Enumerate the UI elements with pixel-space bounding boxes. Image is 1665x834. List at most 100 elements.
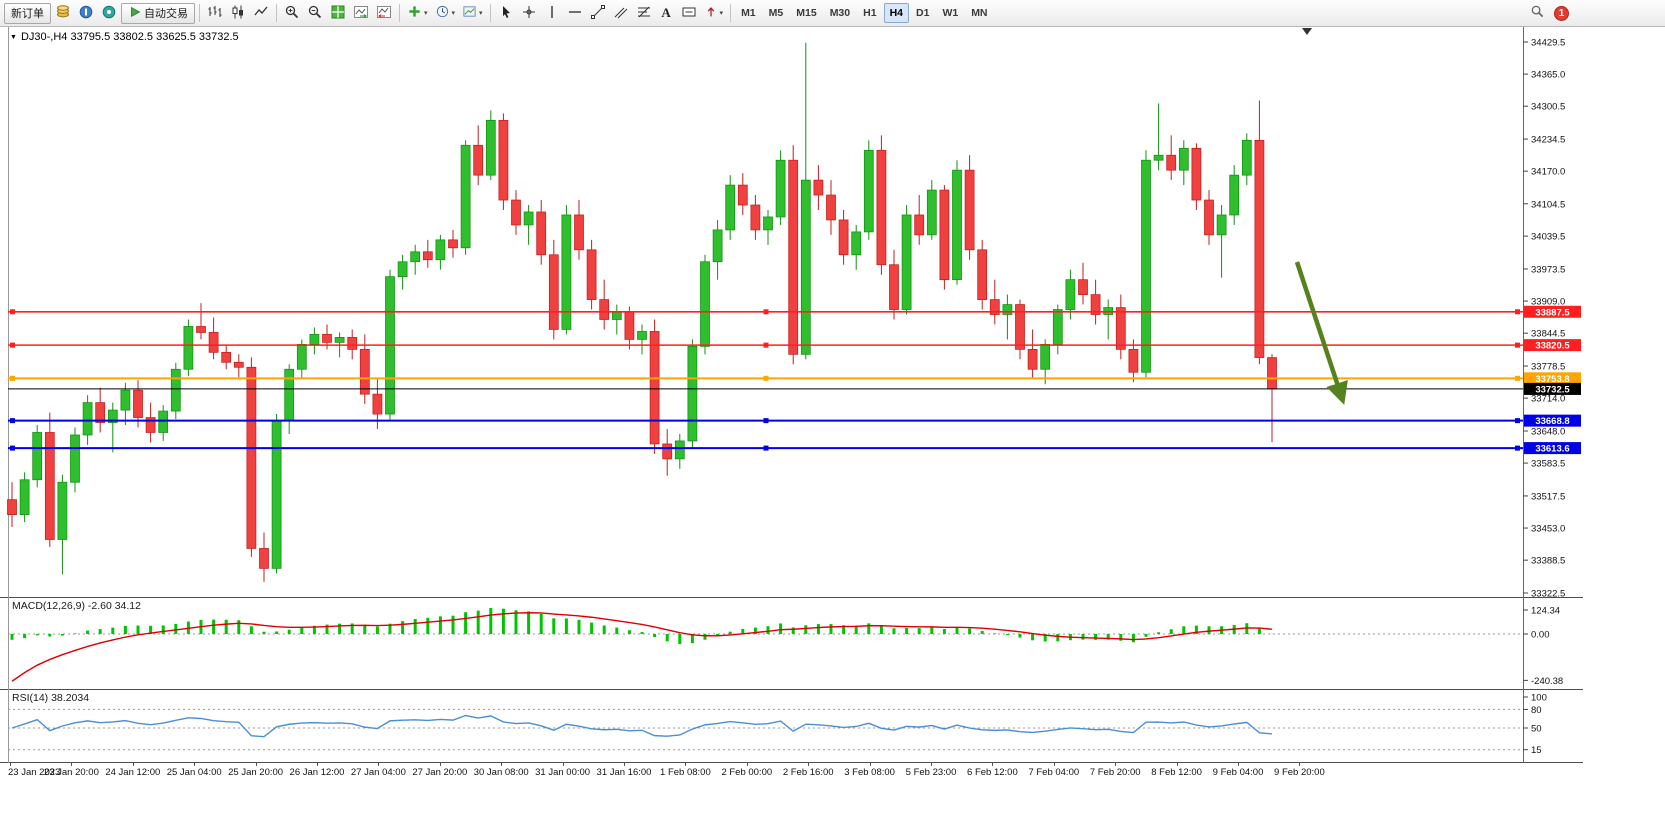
zoom-in-button[interactable] — [281, 3, 303, 24]
time-axis-tick — [685, 763, 687, 766]
auto-scroll-icon — [353, 4, 369, 23]
price-tag — [1524, 372, 1581, 385]
time-axis-label: 25 Jan 20:00 — [228, 767, 284, 778]
time-axis-label: 7 Feb 04:00 — [1028, 767, 1080, 778]
candle — [876, 135, 887, 275]
green-plus-icon — [407, 4, 422, 22]
candle — [1229, 165, 1240, 225]
text-tool-icon: A — [661, 5, 671, 20]
timeframe-D1[interactable]: D1 — [910, 3, 935, 23]
search-button[interactable] — [1527, 3, 1548, 24]
price-tag — [1524, 305, 1581, 318]
data-window-button[interactable] — [75, 3, 97, 24]
timeframe-group: M1 M5 M15 M30 H1 H4 D1 W1 MN — [735, 3, 993, 23]
candle — [57, 474, 68, 575]
candle — [599, 279, 610, 330]
candle — [359, 334, 370, 405]
notification-badge[interactable]: 1 — [1554, 5, 1569, 21]
label-icon — [681, 4, 697, 23]
timeframe-M5[interactable]: M5 — [763, 3, 790, 23]
candle — [1103, 299, 1114, 340]
ohlc-bars-chart-button[interactable] — [204, 3, 226, 24]
time-axis-tick — [808, 763, 810, 766]
play-icon — [128, 5, 142, 22]
auto-trading-button[interactable]: 自动交易 — [121, 2, 195, 24]
price-axis-label: 34429.5 — [1531, 38, 1565, 49]
timeframe-M15[interactable]: M15 — [790, 3, 822, 23]
crosshair-tool-button[interactable] — [518, 3, 540, 24]
add-indicator-button[interactable]: ▾ — [404, 3, 431, 24]
trendline-tool-button[interactable] — [587, 3, 609, 24]
search-icon — [1530, 4, 1545, 22]
trend-arrow-annotation[interactable] — [1294, 261, 1348, 405]
zoom-out-button[interactable] — [304, 3, 326, 24]
teal-sphere-icon — [101, 4, 117, 23]
navigator-button[interactable] — [98, 3, 120, 24]
blue-sphere-icon — [78, 4, 94, 23]
candle — [952, 160, 962, 285]
arrows-tool-button[interactable]: ▾ — [701, 3, 727, 24]
time-axis[interactable]: 23 Jan 2023 23 Jan 20:00 24 Jan 12:00 25 Ja… — [0, 763, 1583, 783]
candle — [1115, 294, 1126, 360]
chevron-down-icon: ▾ — [451, 9, 456, 17]
tile-windows-button[interactable] — [327, 3, 349, 24]
candlestick-chart-button[interactable] — [227, 3, 249, 24]
toolbar: 新订单 自动交易 ▾ ▾ ▾ A ▾ M1 M5 M15 M30 H1 H4 D1 W1 MN … — [0, 0, 1665, 27]
candle — [750, 195, 761, 240]
time-axis-tick — [71, 763, 73, 766]
candle — [1090, 279, 1101, 325]
auto-scroll-button[interactable] — [350, 3, 372, 24]
candle — [939, 185, 950, 290]
new-order-button[interactable]: 新订单 — [4, 2, 51, 24]
time-axis-tick — [1115, 763, 1117, 766]
timeframe-M1[interactable]: M1 — [735, 3, 762, 23]
cursor-tool-button[interactable] — [495, 3, 517, 24]
chart-shift-button[interactable] — [373, 3, 395, 24]
time-axis-label: 5 Feb 23:00 — [905, 767, 957, 778]
candle — [498, 113, 509, 210]
candle — [977, 239, 988, 310]
vertical-line-icon — [544, 4, 560, 23]
hline-33668.8[interactable] — [8, 418, 1523, 424]
time-axis-label: 30 Jan 08:00 — [473, 767, 529, 778]
candle — [246, 357, 257, 557]
label-tool-button[interactable] — [678, 3, 700, 24]
candle — [107, 402, 118, 453]
templates-button[interactable]: ▾ — [459, 3, 486, 24]
time-axis-label: 2 Feb 16:00 — [782, 767, 834, 778]
text-tool-button[interactable]: A — [656, 3, 677, 24]
candle — [712, 219, 723, 280]
hline-33887.5[interactable] — [8, 309, 1523, 315]
time-axis-tick — [255, 763, 257, 766]
macd-axis-label: 0.00 — [1531, 630, 1550, 641]
candle — [1241, 133, 1252, 186]
timeframe-H1[interactable]: H1 — [857, 3, 882, 23]
price-axis-label: 33517.5 — [1531, 491, 1565, 502]
symbol-dropdown-icon[interactable]: ▼ — [10, 33, 17, 41]
line-chart-button[interactable] — [250, 3, 272, 24]
price-chart-panel[interactable]: 34429.5 34365.0 34300.5 34234.5 34170.0 34104… — [0, 27, 1583, 597]
timeframe-W1[interactable]: W1 — [936, 3, 964, 23]
market-watch-button[interactable] — [52, 3, 74, 24]
rsi-axis-label: 15 — [1531, 745, 1542, 756]
time-axis-tick — [562, 763, 564, 766]
timeframe-MN[interactable]: MN — [965, 3, 993, 23]
channel-tool-button[interactable] — [610, 3, 632, 24]
fibonacci-tool-button[interactable] — [633, 3, 655, 24]
timeframe-M30[interactable]: M30 — [824, 3, 856, 23]
candle — [435, 234, 446, 270]
timeframe-H4[interactable]: H4 — [883, 3, 909, 23]
time-axis-tick — [746, 763, 748, 766]
vertical-line-tool-button[interactable] — [541, 3, 563, 24]
hline-33613.6[interactable] — [8, 445, 1523, 451]
time-axis-tick — [1053, 763, 1055, 766]
separator — [276, 4, 277, 22]
chart-shift-marker[interactable] — [1302, 28, 1312, 35]
horizontal-line-tool-button[interactable] — [564, 3, 586, 24]
hline-33820.5[interactable] — [8, 342, 1523, 348]
price-axis-label: 33648.0 — [1531, 426, 1565, 437]
hline-33753.8[interactable] — [8, 375, 1523, 381]
macd-panel[interactable]: 124.34 0.00 -240.38 — [0, 597, 1583, 689]
periods-button[interactable]: ▾ — [432, 3, 459, 24]
